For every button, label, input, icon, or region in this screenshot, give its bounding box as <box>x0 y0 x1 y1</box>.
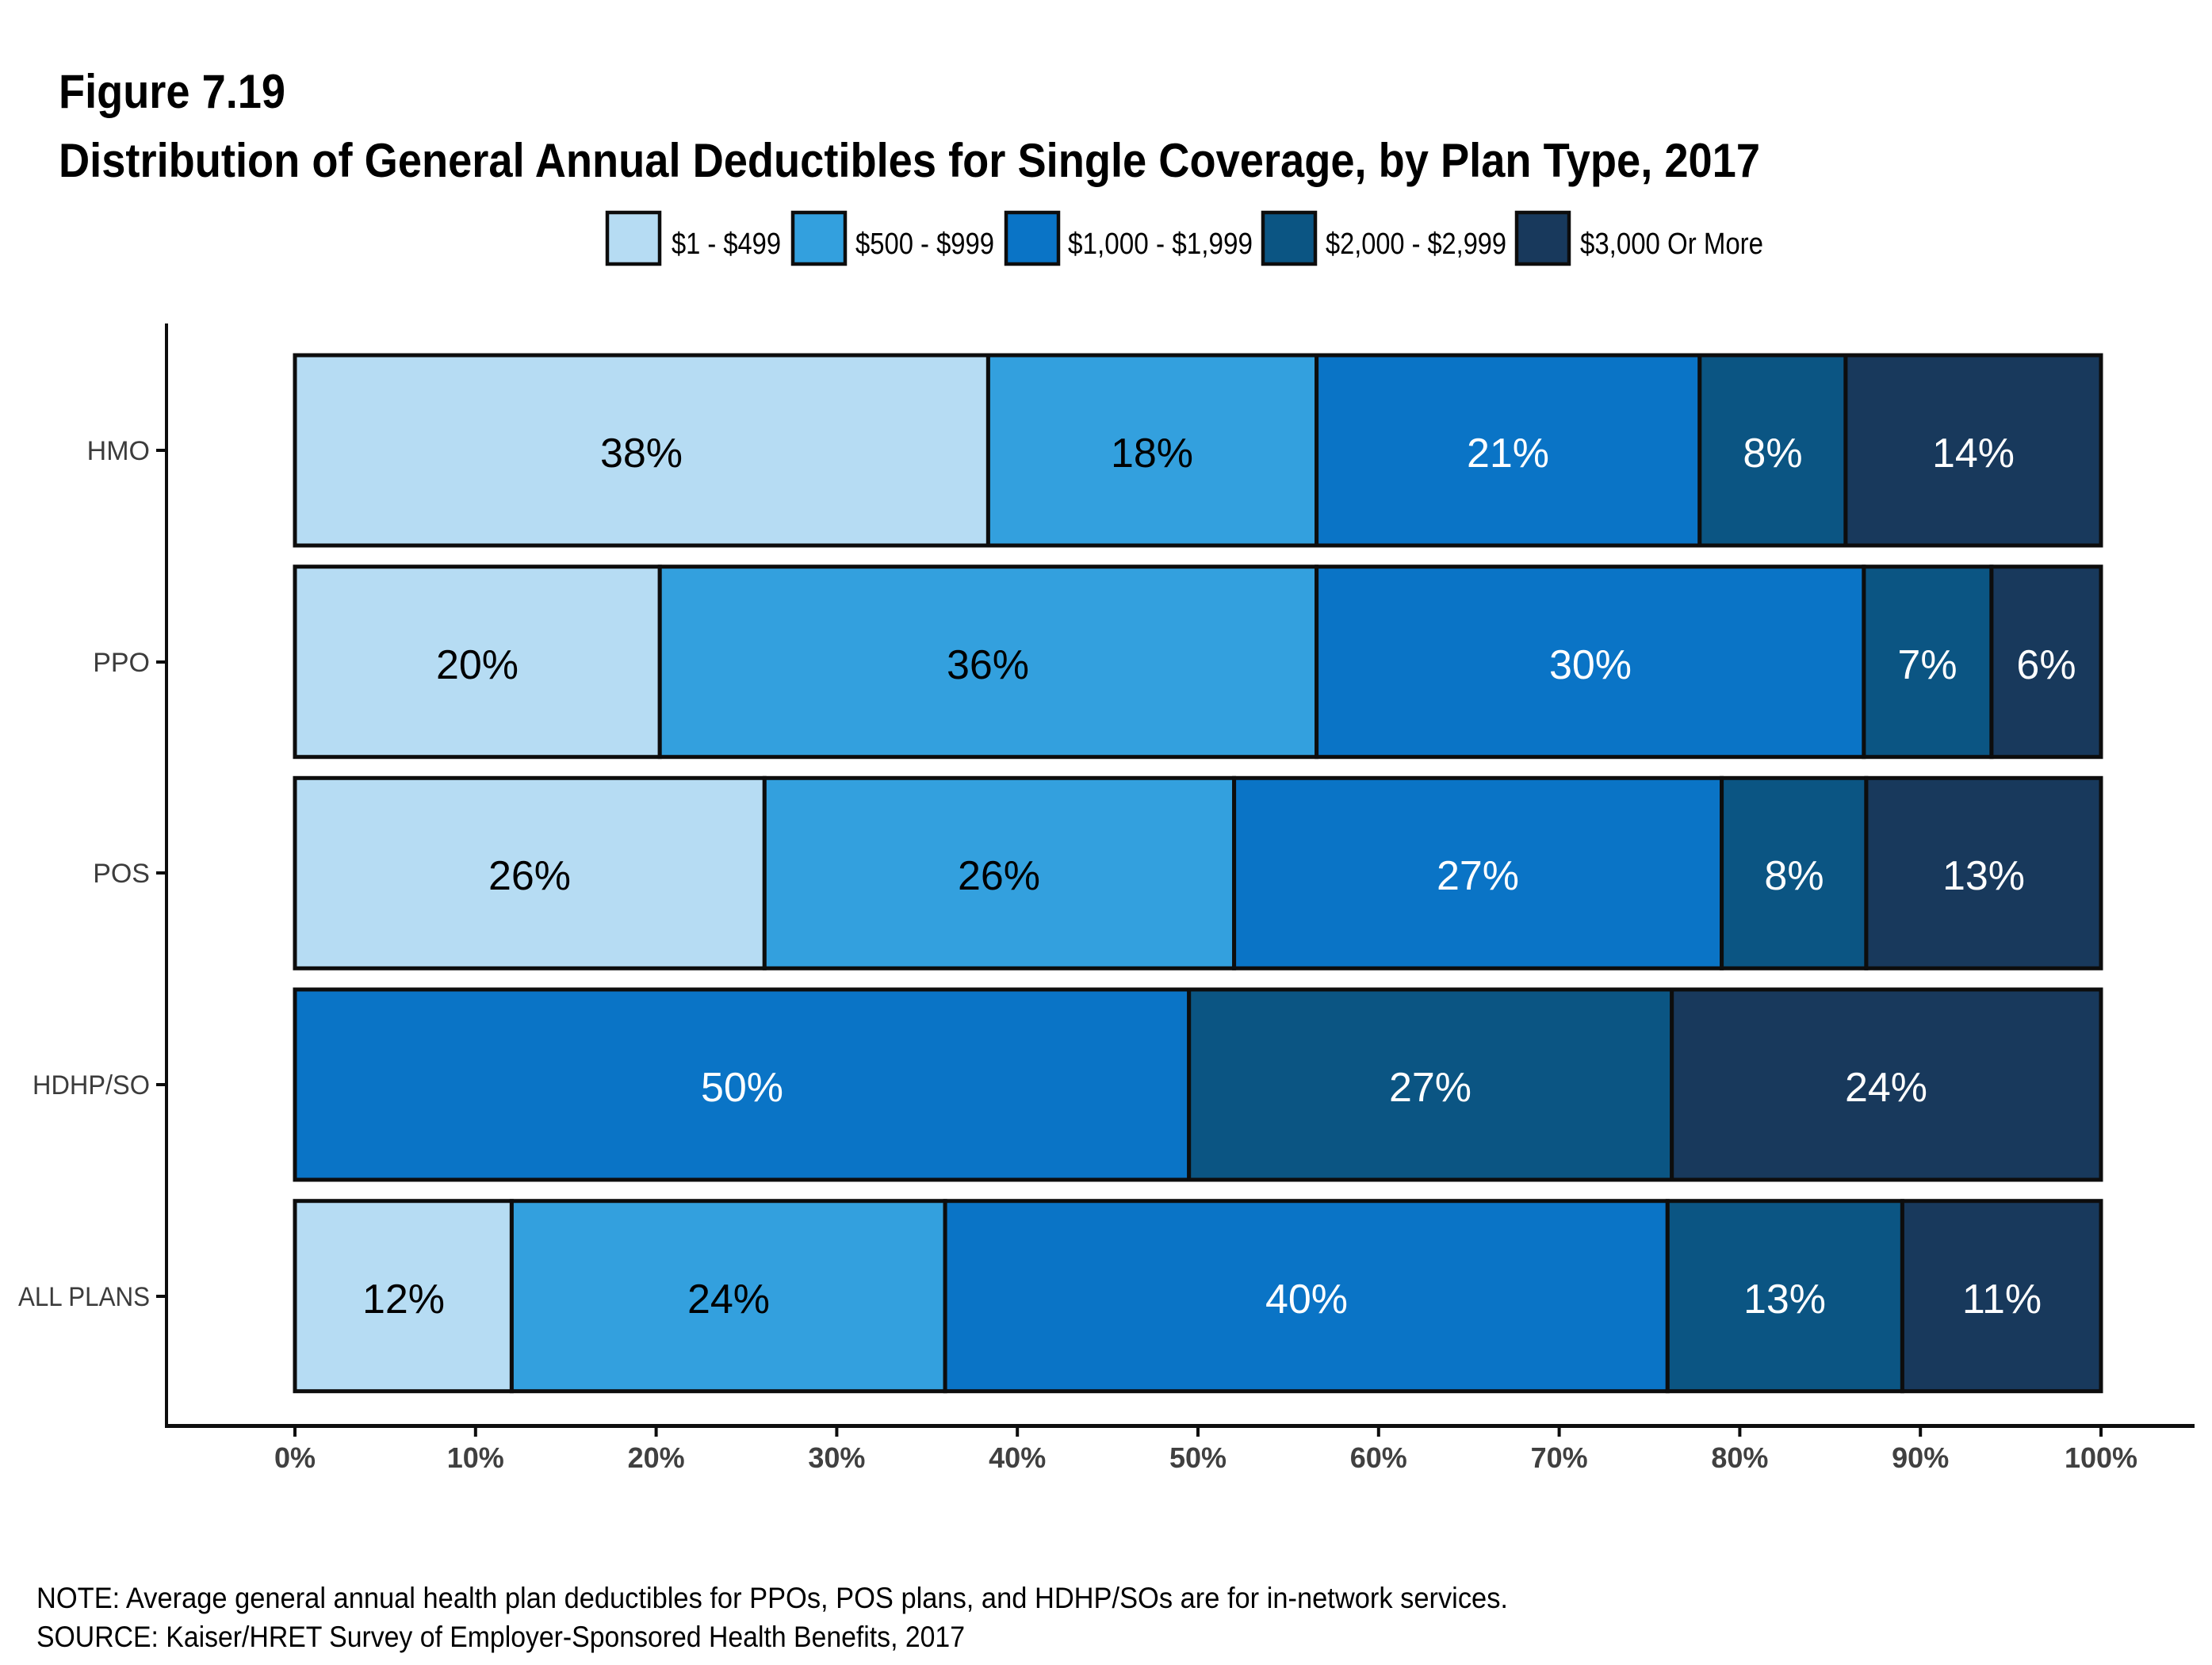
svg-text:24%: 24% <box>687 1276 770 1322</box>
svg-text:26%: 26% <box>958 853 1040 899</box>
svg-text:90%: 90% <box>1892 1441 1949 1474</box>
svg-text:7%: 7% <box>1897 642 1957 688</box>
svg-text:SOURCE: Kaiser/HRET Survey of: SOURCE: Kaiser/HRET Survey of Employer-S… <box>36 1621 965 1653</box>
svg-text:30%: 30% <box>808 1441 865 1474</box>
svg-text:26%: 26% <box>488 853 571 899</box>
svg-text:$2,000 - $2,999: $2,000 - $2,999 <box>1326 228 1506 261</box>
svg-text:PPO: PPO <box>93 648 150 678</box>
svg-text:$1 - $499: $1 - $499 <box>672 228 781 261</box>
svg-text:50%: 50% <box>701 1065 783 1111</box>
svg-text:Distribution of General Annual: Distribution of General Annual Deductibl… <box>59 134 1760 187</box>
svg-text:$500 - $999: $500 - $999 <box>855 228 994 261</box>
svg-text:6%: 6% <box>2016 642 2076 688</box>
svg-text:36%: 36% <box>947 642 1029 688</box>
svg-text:POS: POS <box>93 859 150 889</box>
svg-text:24%: 24% <box>1845 1065 1927 1111</box>
svg-text:14%: 14% <box>1932 431 2015 477</box>
svg-text:40%: 40% <box>989 1441 1046 1474</box>
svg-text:10%: 10% <box>447 1441 504 1474</box>
svg-text:$1,000 - $1,999: $1,000 - $1,999 <box>1068 228 1253 261</box>
svg-text:13%: 13% <box>1743 1276 1826 1322</box>
svg-text:60%: 60% <box>1350 1441 1407 1474</box>
svg-text:20%: 20% <box>436 642 519 688</box>
svg-text:50%: 50% <box>1169 1441 1227 1474</box>
svg-text:38%: 38% <box>600 431 683 477</box>
svg-text:HMO: HMO <box>87 436 150 466</box>
svg-text:13%: 13% <box>1942 853 2025 899</box>
svg-text:40%: 40% <box>1265 1276 1348 1322</box>
svg-text:NOTE: Average general annual h: NOTE: Average general annual health plan… <box>36 1582 1508 1614</box>
svg-text:8%: 8% <box>1743 431 1802 477</box>
svg-text:18%: 18% <box>1111 431 1193 477</box>
svg-text:11%: 11% <box>1962 1276 2042 1322</box>
svg-text:80%: 80% <box>1711 1441 1768 1474</box>
svg-text:ALL PLANS: ALL PLANS <box>18 1282 150 1312</box>
svg-text:30%: 30% <box>1549 642 1632 688</box>
svg-text:27%: 27% <box>1389 1065 1471 1111</box>
svg-text:0%: 0% <box>274 1441 316 1474</box>
svg-text:HDHP/SO: HDHP/SO <box>33 1070 150 1100</box>
svg-text:Figure 7.19: Figure 7.19 <box>59 65 285 118</box>
svg-text:8%: 8% <box>1764 853 1824 899</box>
svg-text:21%: 21% <box>1467 431 1549 477</box>
svg-text:12%: 12% <box>362 1276 445 1322</box>
svg-text:20%: 20% <box>628 1441 685 1474</box>
svg-text:$3,000 Or More: $3,000 Or More <box>1580 228 1763 261</box>
svg-text:27%: 27% <box>1437 853 1519 899</box>
svg-text:100%: 100% <box>2065 1441 2137 1474</box>
svg-text:70%: 70% <box>1531 1441 1588 1474</box>
